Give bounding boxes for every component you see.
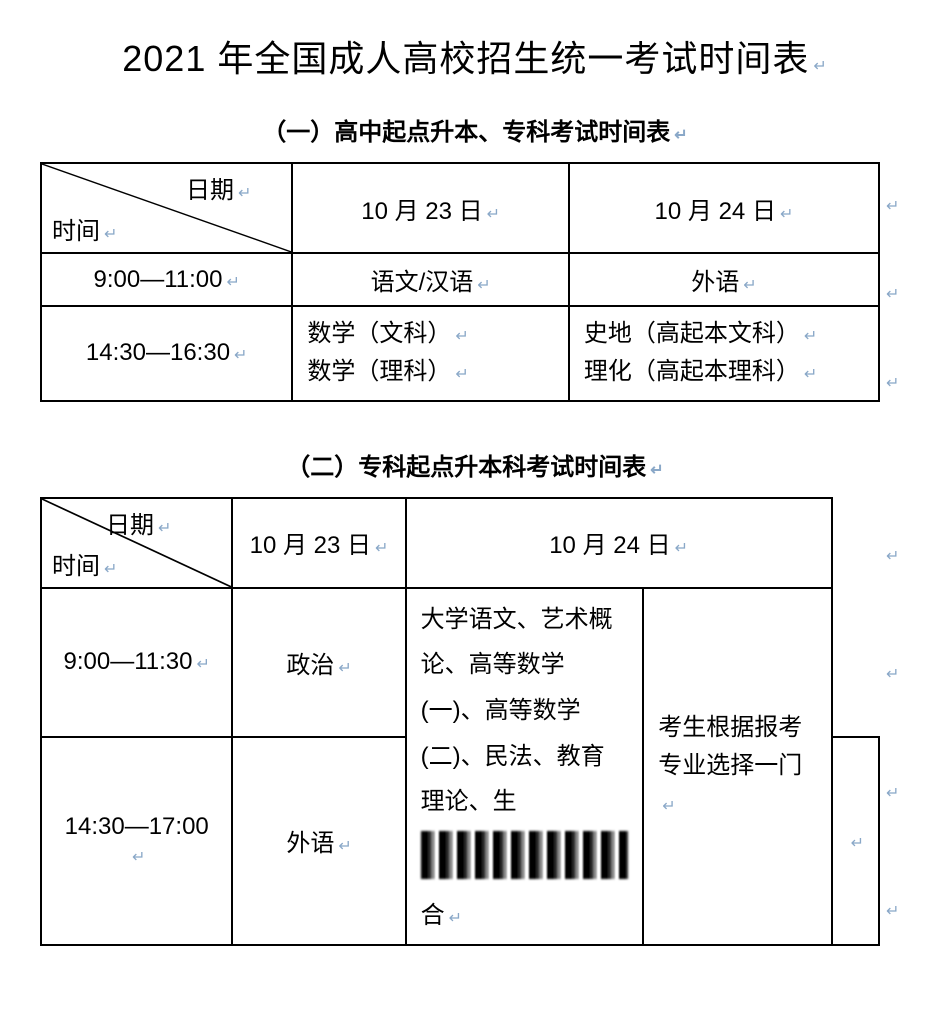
return-mark-icon: ↵ bbox=[132, 847, 145, 867]
time-cell: 14:30—16:30↵ bbox=[41, 306, 292, 401]
obscured-region bbox=[421, 831, 629, 879]
return-mark-icon: ↵ bbox=[226, 272, 239, 292]
side-return-marks: ↵ ↵ ↵ bbox=[880, 162, 910, 427]
section2-title: （二）专科起点升本科考试时间表↵ bbox=[40, 447, 910, 482]
page-title-text: 2021 年全国成人高校招生统一考试时间表 bbox=[122, 38, 809, 79]
return-mark-icon: ↵ bbox=[477, 275, 490, 295]
return-mark-icon: ↵ bbox=[158, 518, 171, 538]
return-mark-icon: ↵ bbox=[886, 373, 910, 393]
return-mark-icon: ↵ bbox=[886, 901, 910, 921]
table2-wrap: 日期↵ 时间↵ 10 月 23 日↵ 10 月 24 日↵ 9:00—11:30… bbox=[40, 497, 910, 971]
diag-time-label: 时间↵ bbox=[52, 211, 117, 246]
return-mark-icon: ↵ bbox=[375, 538, 388, 558]
return-mark-icon: ↵ bbox=[886, 284, 910, 304]
section1-title-text: （一）高中起点升本、专科考试时间表 bbox=[262, 119, 670, 146]
time-cell: 9:00—11:30↵ bbox=[41, 588, 232, 737]
side-return-marks: ↵ ↵ ↵ ↵ bbox=[880, 497, 910, 971]
table-row: 9:00—11:00↵ 语文/汉语↵ 外语↵ bbox=[41, 253, 879, 306]
table-row: 日期↵ 时间↵ 10 月 23 日↵ 10 月 24 日↵ bbox=[41, 163, 879, 253]
page-title: 2021 年全国成人高校招生统一考试时间表↵ bbox=[40, 30, 910, 82]
return-mark-icon: ↵ bbox=[675, 538, 688, 558]
return-mark-icon: ↵ bbox=[455, 362, 468, 388]
return-mark-icon: ↵ bbox=[804, 324, 817, 350]
table1: 日期↵ 时间↵ 10 月 23 日↵ 10 月 24 日↵ 9:00—11:00… bbox=[40, 162, 880, 402]
return-mark-icon: ↵ bbox=[234, 345, 247, 365]
time-cell: 9:00—11:00↵ bbox=[41, 253, 292, 306]
return-mark-icon: ↵ bbox=[455, 324, 468, 350]
subject-cell: 外语↵ bbox=[232, 737, 405, 945]
return-mark-icon: ↵ bbox=[851, 833, 864, 853]
subject-cell: 语文/汉语↵ bbox=[292, 253, 569, 306]
return-mark-icon: ↵ bbox=[338, 658, 351, 678]
note-cell: 考生根据报考专业选择一门↵ bbox=[643, 588, 831, 945]
return-mark-icon: ↵ bbox=[886, 664, 910, 684]
return-mark-icon: ↵ bbox=[743, 275, 756, 295]
return-mark-icon: ↵ bbox=[238, 183, 251, 203]
return-mark-icon: ↵ bbox=[674, 125, 687, 145]
return-mark-icon: ↵ bbox=[197, 654, 210, 674]
diag-date-label: 日期↵ bbox=[106, 505, 171, 540]
return-mark-icon: ↵ bbox=[650, 460, 663, 480]
section1-title: （一）高中起点升本、专科考试时间表↵ bbox=[40, 112, 910, 147]
table-row: 9:00—11:30↵ 政治↵ 大学语文、艺术概论、高等数学(一)、高等数学(二… bbox=[41, 588, 879, 737]
return-mark-icon: ↵ bbox=[104, 224, 117, 244]
diag-time-label: 时间↵ bbox=[52, 546, 117, 581]
subject-list-cell: 大学语文、艺术概论、高等数学(一)、高等数学(二)、民法、教育理论、生 合↵ bbox=[406, 588, 644, 945]
return-mark-icon: ↵ bbox=[338, 836, 351, 856]
subject-cell: 数学（文科）↵ 数学（理科）↵ bbox=[292, 306, 569, 401]
return-mark-icon: ↵ bbox=[104, 559, 117, 579]
return-mark-icon: ↵ bbox=[804, 362, 817, 388]
return-mark-icon: ↵ bbox=[886, 196, 910, 216]
return-mark-icon: ↵ bbox=[662, 794, 675, 820]
subject-cell: 史地（高起本文科）↵ 理化（高起本理科）↵ bbox=[569, 306, 879, 401]
return-mark-icon: ↵ bbox=[487, 204, 500, 224]
table-row: 日期↵ 时间↵ 10 月 23 日↵ 10 月 24 日↵ bbox=[41, 498, 879, 588]
col-header: 10 月 24 日↵ bbox=[569, 163, 879, 253]
diagonal-header-cell: 日期↵ 时间↵ bbox=[41, 163, 292, 253]
section2-title-text: （二）专科起点升本科考试时间表 bbox=[286, 454, 646, 481]
col-header: 10 月 23 日↵ bbox=[232, 498, 405, 588]
return-mark-icon: ↵ bbox=[780, 204, 793, 224]
col-header: 10 月 23 日↵ bbox=[292, 163, 569, 253]
subject-cell: 政治↵ bbox=[232, 588, 405, 737]
diagonal-header-cell: 日期↵ 时间↵ bbox=[41, 498, 232, 588]
return-mark-icon: ↵ bbox=[449, 906, 462, 932]
table-row: 14:30—16:30↵ 数学（文科）↵ 数学（理科）↵ 史地（高起本文科）↵ … bbox=[41, 306, 879, 401]
subject-cell: 外语↵ bbox=[569, 253, 879, 306]
return-mark-icon: ↵ bbox=[886, 546, 910, 566]
return-mark-icon: ↵ bbox=[886, 783, 910, 803]
time-cell: 14:30—17:00↵ bbox=[41, 737, 232, 945]
col-header: 10 月 24 日↵ bbox=[406, 498, 832, 588]
table2: 日期↵ 时间↵ 10 月 23 日↵ 10 月 24 日↵ 9:00—11:30… bbox=[40, 497, 880, 946]
return-mark-icon: ↵ bbox=[813, 56, 827, 76]
empty-cell: ↵ bbox=[832, 737, 879, 945]
diag-date-label: 日期↵ bbox=[186, 170, 251, 205]
table1-wrap: 日期↵ 时间↵ 10 月 23 日↵ 10 月 24 日↵ 9:00—11:00… bbox=[40, 162, 910, 427]
